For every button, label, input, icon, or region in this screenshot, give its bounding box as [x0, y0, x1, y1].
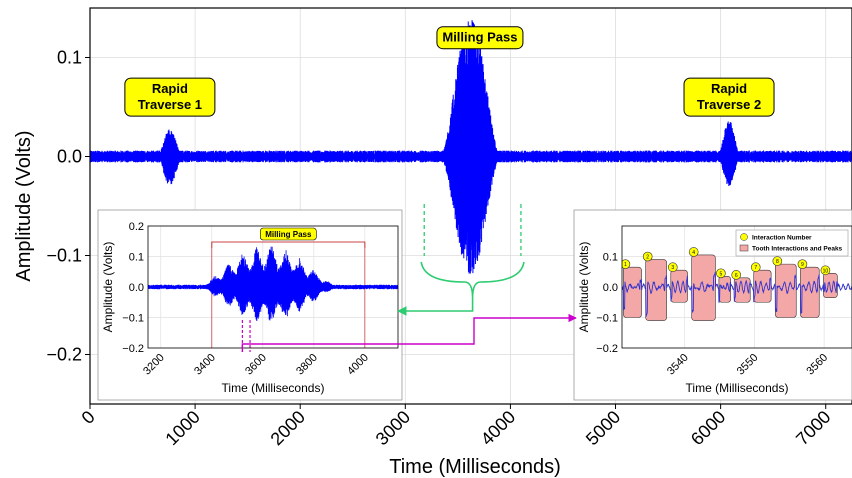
tooth-interaction-box	[623, 266, 642, 318]
main-signal	[90, 20, 852, 274]
interaction-number: 8	[776, 259, 779, 265]
main-ylabel: Amplitude (Volts)	[13, 130, 35, 281]
main-x-tick-label: 1000	[161, 407, 203, 449]
inset-left-y-tick-label: 0.0	[129, 282, 144, 294]
interaction-marker	[772, 256, 783, 266]
annotation-text: Rapid	[711, 81, 747, 96]
annotation-text: Traverse 1	[138, 97, 202, 112]
legend-label: Tooth Interactions and Peaks	[752, 246, 843, 253]
main-x-tick-label: 4000	[477, 407, 519, 449]
interaction-marker	[797, 259, 808, 269]
interaction-number: 9	[801, 262, 804, 268]
main-y-tick-label: −0.1	[46, 246, 82, 266]
inset-left-ylabel: Amplitude (Volts)	[101, 242, 115, 333]
tooth-interaction-box	[800, 266, 820, 318]
inset-left-plot-frame	[147, 225, 399, 349]
milling-window-bracket	[211, 241, 366, 248]
annotation-box	[683, 77, 775, 117]
interaction-number: 10	[823, 268, 829, 274]
main-x-tick-label: 6000	[687, 407, 729, 449]
inset-left-xlabel: Time (Milliseconds)	[222, 381, 325, 395]
main-x-tick-label: 0	[78, 407, 99, 428]
inset-right-plot-frame	[621, 225, 852, 349]
inset-left-chart: 3200 3400 3600 3800 4000−0.2−0.10.00.10.2 Mi…	[97, 209, 403, 401]
inset-left-y-tick-label: −0.1	[122, 313, 144, 325]
inset-right-y-tick-label: −0.1	[596, 313, 618, 325]
annotation-text: Traverse 2	[697, 97, 761, 112]
interaction-number: 4	[692, 250, 695, 256]
inset-right-y-tick-label: −0.2	[596, 343, 618, 355]
interaction-marker	[750, 262, 761, 273]
annotation-2: Milling Pass	[436, 26, 524, 50]
legend-frame	[735, 229, 849, 257]
inset-left-annotation-text: Milling Pass	[265, 230, 312, 239]
interaction-marker	[622, 259, 631, 269]
inset-left-signal-line	[148, 246, 398, 321]
inset-left-annotation: Milling Pass	[260, 227, 317, 241]
annotation-text: Rapid	[152, 81, 188, 96]
inset-right-y-tick-label: 0.0	[603, 282, 618, 294]
interaction-number: 5	[719, 271, 722, 277]
legend-marker-circle	[740, 233, 748, 241]
interaction-marker	[688, 247, 699, 257]
interaction-marker	[820, 265, 831, 276]
main-plot-frame	[89, 7, 852, 405]
inset-left-y-tick-label: 0.1	[129, 252, 144, 264]
main-y-tick-label: 0.0	[57, 147, 82, 167]
interaction-markers: 1 2 3 4 5 6 7 8 9 10	[622, 247, 831, 280]
annotation-box	[436, 26, 524, 50]
interaction-number: 1	[624, 262, 627, 268]
tooth-interaction-box	[775, 263, 797, 318]
legend-label: Interaction Number	[752, 235, 812, 242]
inset-right-xlabel: Time (Milliseconds)	[686, 381, 789, 395]
annotation-text: Milling Pass	[442, 30, 517, 45]
interaction-marker	[731, 270, 742, 280]
inset-right-legend: Interaction Number Tooth Interactions and…	[735, 229, 849, 257]
main-y-tick-label: 0.1	[57, 48, 82, 68]
inset-left-milling-window	[211, 241, 366, 352]
interaction-marker	[716, 268, 726, 279]
inset-left-y-tick-label: −0.2	[122, 343, 144, 355]
inset-right-y-tick-label: 0.1	[603, 252, 618, 264]
connectors	[241, 298, 577, 352]
interaction-marker	[642, 251, 653, 262]
interaction-number: 2	[646, 255, 649, 261]
main-xlabel: Time (Milliseconds)	[389, 456, 561, 478]
inset-right-ylabel: Amplitude (Volts)	[577, 242, 591, 333]
main-x-tick-label: 2000	[267, 407, 309, 449]
main-x-tick-label: 7000	[792, 407, 834, 449]
legend-marker-box	[739, 244, 749, 252]
main-x-tick-label: 5000	[582, 407, 624, 449]
main-x-tick-label: 3000	[372, 407, 414, 449]
signal-line	[90, 20, 852, 274]
interaction-marker	[667, 262, 678, 273]
inset-right-signal-line	[622, 272, 852, 317]
annotation-box	[124, 77, 216, 117]
interaction-number: 6	[735, 273, 738, 279]
magenta-connector-arrow	[241, 313, 577, 352]
inset-left-annotation-box	[260, 227, 317, 241]
interaction-number: 7	[754, 265, 757, 271]
interaction-number: 3	[671, 265, 674, 271]
main-y-tick-label: −0.2	[46, 345, 82, 365]
inset-left-y-tick-label: 0.2	[129, 221, 144, 233]
green-connector-arrow	[397, 298, 474, 316]
